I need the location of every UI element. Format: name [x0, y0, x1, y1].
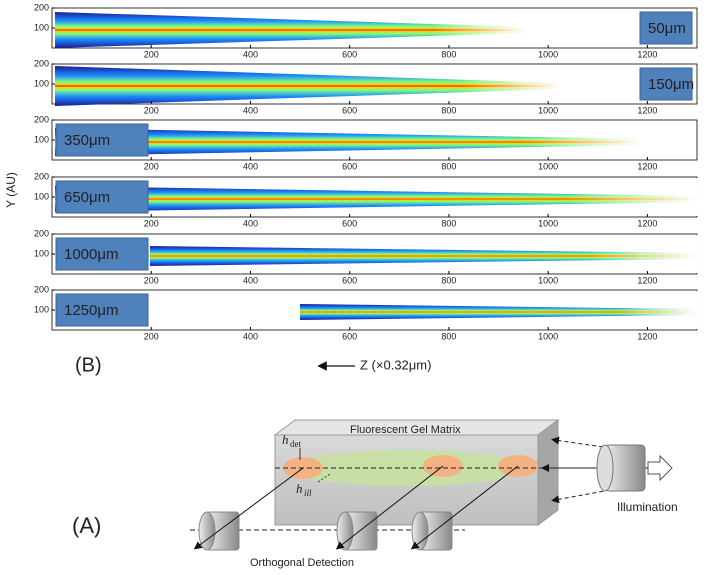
x-tick-label: 600	[342, 218, 357, 228]
z-axis-label: Z (×0.32μm)	[360, 357, 431, 372]
y-tick-label: 100	[34, 248, 49, 258]
beam-fade	[55, 178, 698, 216]
y-tick-label: 100	[34, 191, 49, 201]
panel-label: 150μm	[648, 76, 694, 93]
label-box	[639, 11, 693, 45]
x-tick-label: 1000	[538, 105, 558, 115]
y-tick-label: 200	[34, 228, 49, 238]
beam-fade	[55, 9, 526, 47]
h-ill: h	[296, 481, 303, 496]
x-tick-label: 1000	[538, 161, 558, 171]
x-tick-label: 200	[144, 49, 159, 59]
diagram	[190, 419, 673, 551]
x-tick-label: 1200	[637, 161, 657, 171]
beam-fade	[55, 65, 561, 103]
y-tick-label: 200	[34, 2, 49, 12]
label-box	[55, 123, 149, 157]
panel-label: 1250μm	[64, 302, 119, 319]
x-tick-label: 400	[243, 218, 258, 228]
y-tick-label: 100	[34, 304, 49, 314]
x-tick-label: 200	[144, 331, 159, 341]
x-tick-label: 800	[441, 105, 456, 115]
x-tick-label: 400	[243, 161, 258, 171]
x-tick-label: 600	[342, 331, 357, 341]
beam-fade	[150, 235, 698, 273]
x-tick-label: 1200	[637, 218, 657, 228]
h-det: h	[282, 432, 289, 447]
x-tick-label: 200	[144, 105, 159, 115]
x-tick-label: 800	[441, 161, 456, 171]
y-tick-label: 200	[34, 284, 49, 294]
illumination-label: Illumination	[617, 500, 678, 514]
x-tick-label: 600	[342, 105, 357, 115]
x-tick-label: 600	[342, 275, 357, 285]
beam-fade	[55, 121, 641, 159]
x-tick-label: 1000	[538, 275, 558, 285]
x-tick-label: 800	[441, 218, 456, 228]
panel-label: (A)	[72, 513, 101, 538]
panel-label: 50μm	[648, 20, 686, 37]
x-tick-label: 800	[441, 275, 456, 285]
y-axis-label: Y (AU)	[4, 172, 18, 208]
detection-label: Orthogonal Detection	[250, 557, 354, 569]
panel-label: 350μm	[64, 132, 110, 149]
panel-label: (B)	[75, 354, 102, 376]
x-tick-label: 400	[243, 49, 258, 59]
x-tick-label: 400	[243, 275, 258, 285]
panel-label: 1000μm	[64, 246, 119, 263]
h-ill-sub: ill	[304, 488, 312, 498]
x-tick-label: 1000	[538, 331, 558, 341]
y-tick-label: 200	[34, 114, 49, 124]
y-tick-label: 100	[34, 134, 49, 144]
x-tick-label: 400	[243, 105, 258, 115]
x-tick-label: 200	[144, 218, 159, 228]
panel-label: 650μm	[64, 189, 110, 206]
h-det-sub: det	[290, 439, 301, 449]
y-tick-label: 200	[34, 58, 49, 68]
x-tick-label: 1000	[538, 218, 558, 228]
y-tick-label: 100	[34, 22, 49, 32]
x-tick-label: 1200	[637, 49, 657, 59]
x-tick-label: 1200	[637, 105, 657, 115]
matrix-label: Fluorescent Gel Matrix	[350, 424, 461, 436]
x-tick-label: 1200	[637, 331, 657, 341]
label-box	[55, 237, 149, 271]
y-tick-label: 100	[34, 78, 49, 88]
x-tick-label: 600	[342, 161, 357, 171]
x-tick-label: 800	[441, 49, 456, 59]
x-tick-label: 400	[243, 331, 258, 341]
x-tick-label: 800	[441, 331, 456, 341]
y-tick-label: 200	[34, 171, 49, 181]
x-tick-label: 1000	[538, 49, 558, 59]
x-tick-label: 1200	[637, 275, 657, 285]
x-tick-label: 200	[144, 161, 159, 171]
x-tick-label: 200	[144, 275, 159, 285]
beam-fade	[300, 291, 698, 329]
label-box	[55, 180, 149, 214]
x-tick-label: 600	[342, 49, 357, 59]
label-box	[55, 293, 149, 327]
label-box	[639, 67, 693, 101]
